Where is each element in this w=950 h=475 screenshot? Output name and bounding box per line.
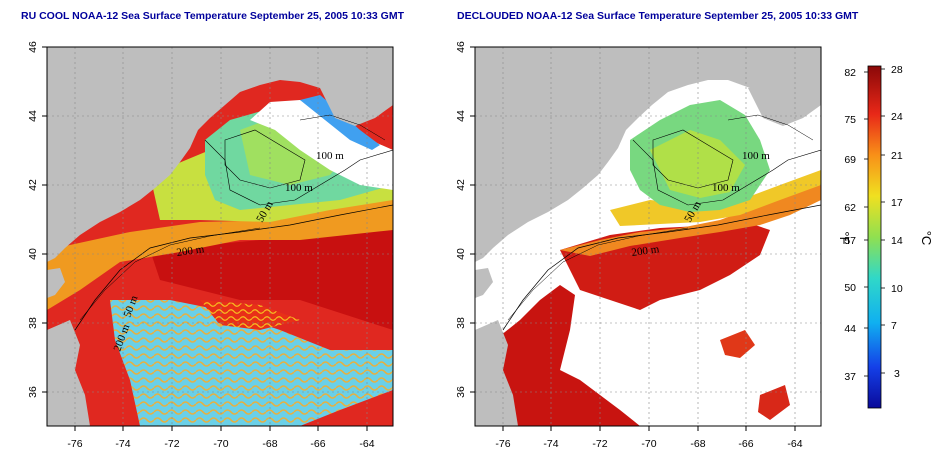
right-lon-tick: -70 (641, 438, 656, 450)
right-map-frame (474, 46, 822, 427)
right-lat-tick: 38 (455, 317, 467, 329)
colorbar: 82 75 69 62 57 50 44 37 28 24 21 17 14 1… (837, 64, 934, 409)
left-lat-tick: 44 (27, 110, 39, 122)
right-land-south (475, 320, 518, 426)
left-contour-gom (204, 139, 393, 206)
colorbar-f-tick: 82 (844, 67, 856, 79)
colorbar-c-tick: 17 (891, 197, 903, 209)
left-lat-tick: 46 (27, 41, 39, 53)
colorbar-f-tick: 37 (844, 371, 856, 383)
right-map: 100 m 100 m 50 m 200 m (475, 47, 821, 426)
right-lat-tick: 36 (455, 386, 467, 398)
left-contour-label-1: 100 m (316, 150, 344, 162)
colorbar-fahrenheit-label: °F (837, 231, 852, 244)
right-lat-tick: 44 (455, 110, 467, 122)
colorbar-c-tick: 3 (894, 368, 900, 380)
colorbar-c-tick: 24 (891, 111, 903, 123)
colorbar-f-tick: 62 (844, 202, 856, 214)
right-lon-axis: -76 -74 -72 -70 -68 -66 -64 (495, 426, 803, 450)
left-map-frame (46, 46, 394, 427)
left-contour-100m-shelf (79, 227, 261, 321)
right-lon-tick: -64 (787, 438, 802, 450)
right-shelf-yellow (610, 170, 821, 226)
right-graticule (475, 47, 821, 426)
right-contour-label-2: 100 m (712, 182, 740, 194)
right-lat-tick: 46 (455, 41, 467, 53)
colorbar-c-tick: 28 (891, 64, 903, 76)
right-southern-warm (495, 285, 640, 426)
right-lon-tick: -74 (543, 438, 558, 450)
left-shelf-warm (47, 190, 393, 310)
left-map: 100 m 100 m 50 m 200 m 200 m 50 m (47, 47, 393, 426)
left-lon-tick: -74 (115, 438, 130, 450)
colorbar-celsius-label: °C (919, 231, 934, 246)
right-lat-tick: 40 (455, 248, 467, 260)
right-contour-scotian (727, 114, 814, 141)
right-land-north (475, 47, 821, 262)
right-map-title: DECLOUDED NOAA-12 Sea Surface Temperatur… (457, 10, 859, 22)
left-contour-200m (74, 204, 393, 331)
right-contour-georges (652, 129, 734, 189)
colorbar-f-tick: 69 (844, 154, 856, 166)
left-cloud-ripple (110, 300, 393, 426)
left-lon-tick: -68 (262, 438, 277, 450)
right-lon-tick: -68 (690, 438, 705, 450)
right-contour-100m-shelf (507, 227, 689, 321)
left-graticule (47, 47, 393, 426)
left-cold-patch (300, 95, 380, 150)
right-contour-gom (632, 139, 821, 206)
right-contour-200m (502, 204, 821, 331)
right-lon-tick: -66 (738, 438, 753, 450)
colorbar-gradient (867, 65, 882, 409)
left-lat-tick: 36 (27, 386, 39, 398)
left-lat-tick: 38 (27, 317, 39, 329)
left-ripple-warm (200, 300, 300, 330)
left-lon-tick: -72 (164, 438, 179, 450)
left-lon-tick: -64 (359, 438, 374, 450)
right-contour-label-4: 200 m (631, 243, 661, 259)
left-contour-label-4: 200 m (176, 243, 206, 259)
right-contour-label-1: 100 m (742, 150, 770, 162)
left-map-title: RU COOL NOAA-12 Sea Surface Temperature … (21, 10, 405, 22)
left-lat-tick: 40 (27, 248, 39, 260)
colorbar-f-tick: 75 (844, 114, 856, 126)
right-land-nj (475, 268, 493, 298)
right-warm-eddy-2 (758, 385, 790, 420)
left-gulfstream (150, 215, 393, 330)
left-contour-georges (224, 129, 306, 189)
colorbar-c-tick: 7 (891, 320, 897, 332)
right-lat-axis: 46 44 42 40 38 36 (455, 41, 475, 398)
right-lon-tick: -72 (592, 438, 607, 450)
left-cloud-gap (250, 100, 393, 190)
left-contour-label-2: 100 m (285, 182, 313, 194)
colorbar-c-tick: 21 (891, 150, 903, 162)
right-georges-bank (650, 130, 745, 198)
left-contour-scotian (299, 114, 386, 141)
colorbar-c-tick: 10 (891, 283, 903, 295)
left-land-north (47, 47, 393, 262)
left-land-nj (47, 268, 65, 298)
left-lon-tick: -70 (213, 438, 228, 450)
right-lon-tick: -76 (495, 438, 510, 450)
right-lat-tick: 42 (455, 179, 467, 191)
colorbar-f-tick: 44 (844, 323, 856, 335)
left-lon-tick: -76 (67, 438, 82, 450)
left-lon-axis: -76 -74 -72 -70 -68 -66 -64 (67, 426, 375, 450)
left-lon-tick: -66 (310, 438, 325, 450)
colorbar-f-tick: 57 (844, 235, 856, 247)
colorbar-c-tick: 14 (891, 235, 903, 247)
left-lat-tick: 42 (27, 179, 39, 191)
left-lat-axis: 46 44 42 40 38 36 (27, 41, 47, 398)
colorbar-f-tick: 50 (844, 282, 856, 294)
left-land-south (47, 320, 90, 426)
